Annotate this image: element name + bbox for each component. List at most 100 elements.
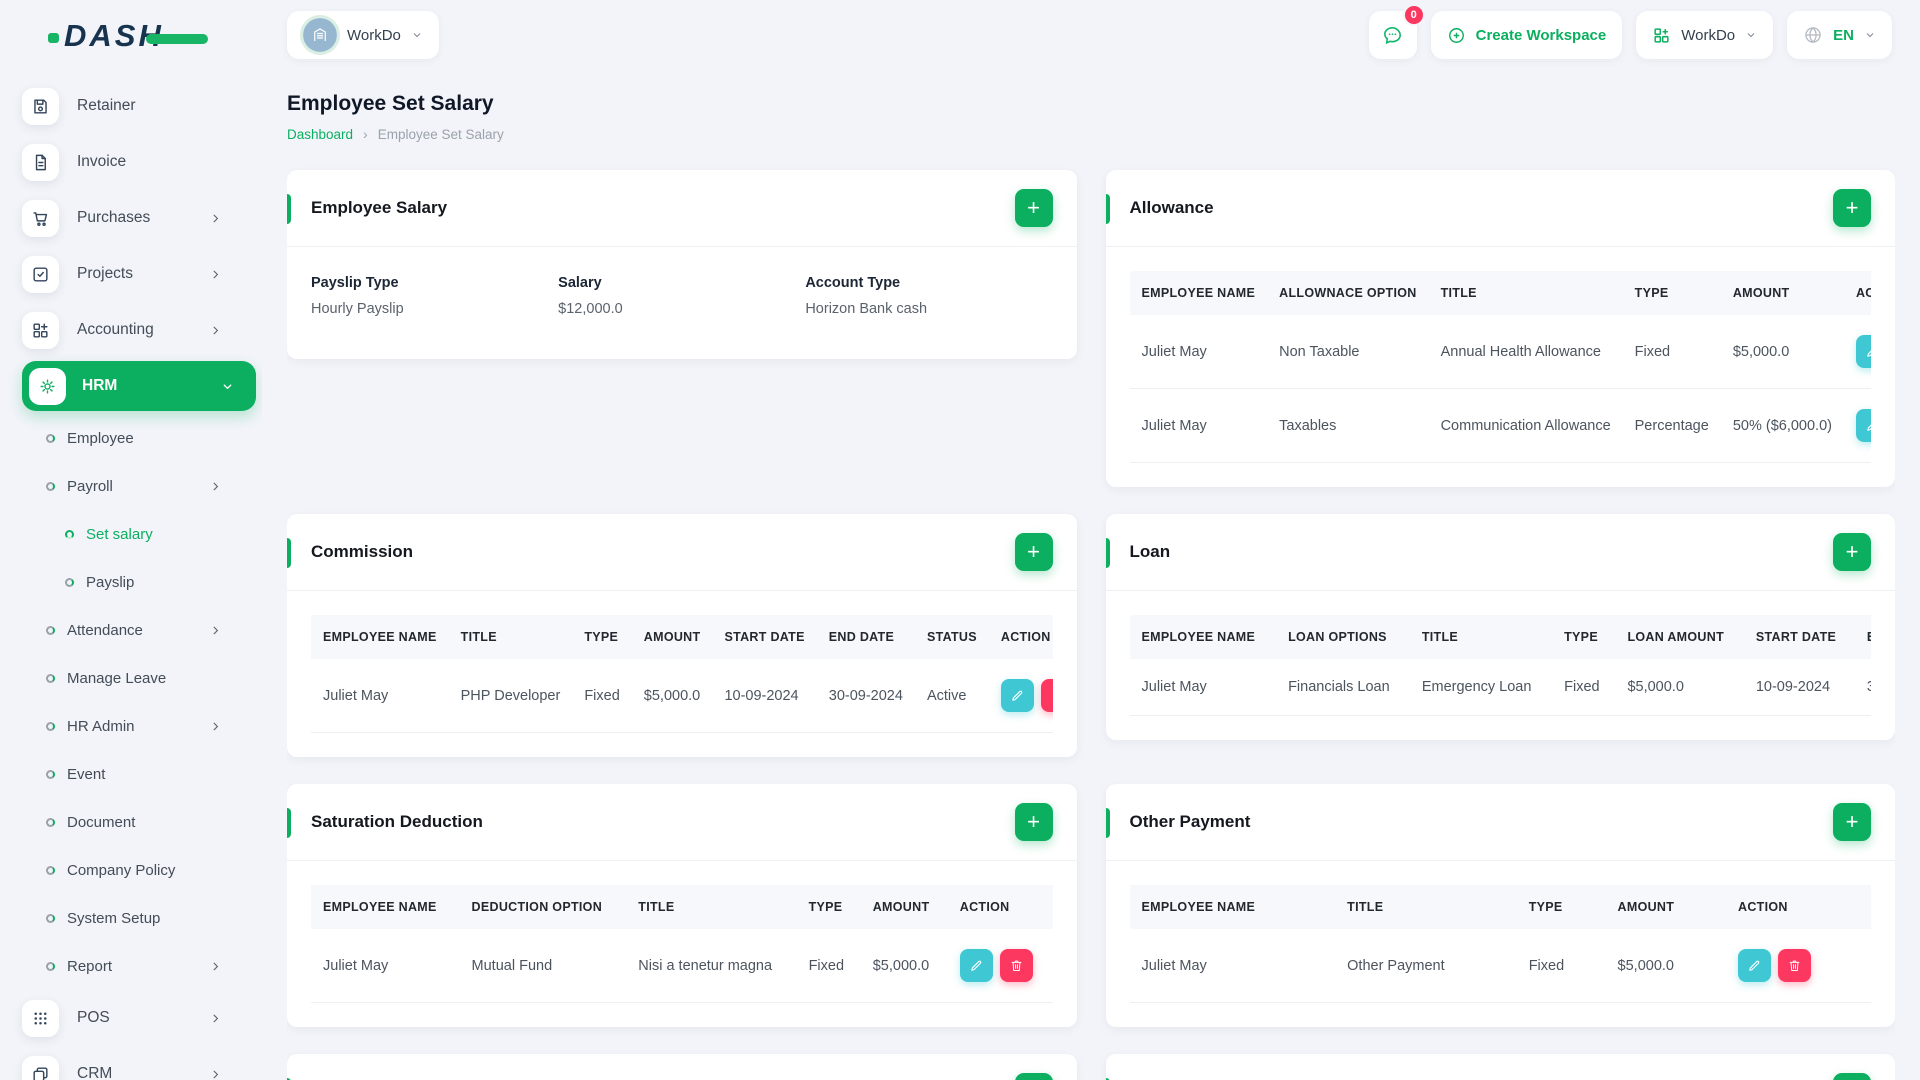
sidebar-item-projects[interactable]: Projects [22, 246, 262, 302]
card-title: Saturation Deduction [311, 812, 483, 831]
add-allowance-button[interactable]: + [1833, 189, 1871, 227]
language-label: EN [1833, 26, 1854, 44]
table-cell: Non Taxable [1267, 315, 1429, 389]
table-cell: Juliet May [1129, 315, 1268, 389]
create-workspace-label: Create Workspace [1475, 26, 1607, 44]
sidebar-item-pos[interactable]: POS [22, 990, 262, 1046]
column-header-action: Action [947, 885, 1053, 929]
sidebar-item-document[interactable]: Document [22, 798, 262, 846]
add-loan-button[interactable]: + [1833, 533, 1871, 571]
edit-button[interactable] [1855, 409, 1871, 442]
sidebar-item-purchases[interactable]: Purchases [22, 190, 262, 246]
column-header-employee-name: Employee Name [1129, 615, 1277, 659]
column-header-loan-amount: Loan Amount [1615, 615, 1744, 659]
edit-button[interactable] [1855, 335, 1871, 368]
table-cell: Communication Allowance [1428, 388, 1623, 463]
sidebar-item-employee[interactable]: Employee [22, 414, 262, 462]
field-value: Hourly Payslip [311, 301, 404, 317]
sidebar-item-payslip[interactable]: Payslip [22, 558, 262, 606]
breadcrumb-separator: › [363, 126, 368, 142]
bullet-icon [65, 529, 74, 539]
sidebar-item-attendance[interactable]: Attendance [22, 606, 262, 654]
add-employee-salary-button[interactable]: + [1014, 189, 1053, 227]
messages-count-badge: 0 [1402, 4, 1425, 26]
bullet-icon [46, 433, 55, 443]
sidebar-item-crm[interactable]: CRM [22, 1046, 262, 1080]
bullet-icon [65, 577, 74, 587]
sidebar-item-label: HRM [82, 377, 118, 394]
column-header-action: Action [1726, 885, 1871, 929]
logo-dash-accent [145, 34, 208, 44]
chev-right-icon [209, 212, 222, 225]
create-workspace-button[interactable]: Create Workspace [1430, 11, 1623, 59]
table-row: Juliet May Other Payment Fixed $5,000.0 [1129, 929, 1871, 1003]
sidebar-item-accounting[interactable]: Accounting [22, 302, 262, 358]
sidebar-item-hrm[interactable]: HRM [22, 361, 256, 411]
chev-right-icon [209, 720, 222, 733]
edit-button[interactable] [1000, 679, 1034, 712]
add-other-payment-button[interactable]: + [1833, 803, 1871, 841]
add-company-contribution-button[interactable]: + [1833, 1073, 1871, 1080]
edit-button[interactable] [1738, 949, 1772, 982]
sidebar-item-label: Set salary [86, 525, 153, 543]
sidebar-item-report[interactable]: Report [22, 942, 262, 990]
add-commission-button[interactable]: + [1014, 533, 1053, 571]
bullet-icon [46, 913, 55, 923]
add-overtime-button[interactable]: + [1014, 1073, 1053, 1080]
grid-plus-icon [31, 321, 50, 340]
brand-logo[interactable]: DASH [48, 18, 208, 54]
card-company-contribution: Company Contribution + [1105, 1054, 1895, 1080]
column-header-status: Status [914, 615, 989, 659]
sidebar-icon-box [22, 143, 59, 181]
field-account-type: Account Type Horizon Bank cash [805, 275, 1052, 317]
sidebar-item-event[interactable]: Event [22, 750, 262, 798]
table-cell: Juliet May [1129, 929, 1336, 1003]
delete-button[interactable] [1040, 679, 1053, 712]
card-allowance: Allowance + Employee Name Allownace Optio… [1105, 170, 1895, 487]
sidebar-item-invoice[interactable]: Invoice [22, 134, 262, 190]
workdo-menu-button[interactable]: WorkDo [1636, 11, 1774, 59]
sidebar-item-retainer[interactable]: Retainer [22, 78, 262, 134]
delete-button[interactable] [999, 949, 1033, 982]
sidebar-item-label: System Setup [67, 909, 161, 927]
table-cell: $5,000.0 [860, 929, 948, 1003]
table-cell: 30-09-2024 [1854, 659, 1871, 716]
check-square-icon [31, 265, 50, 284]
sidebar-item-hr-admin[interactable]: HR Admin [22, 702, 262, 750]
cart-icon [31, 209, 50, 228]
edit-button[interactable] [959, 949, 993, 982]
sidebar-icon-box [22, 311, 59, 349]
delete-button[interactable] [1778, 949, 1812, 982]
sidebar-item-label: Invoice [77, 153, 127, 170]
table-row: Juliet May Financials Loan Emergency Loan F… [1129, 659, 1871, 716]
card-title: Loan [1129, 542, 1171, 561]
sidebar-item-label: Employee [67, 429, 134, 447]
sidebar-item-system-setup[interactable]: System Setup [22, 894, 262, 942]
column-header-type: Type [1552, 615, 1616, 659]
chev-right-icon [209, 1012, 222, 1025]
card-saturation-deduction: Saturation Deduction + Employee Name Dedu… [287, 784, 1077, 1027]
card-employee-salary: Employee Salary + Payslip Type Hourly Pa… [287, 170, 1077, 359]
messages-button[interactable]: 0 [1368, 4, 1425, 59]
loan-table: Employee Name Loan Options Title Type Loan A… [1129, 615, 1871, 716]
field-label: Salary [558, 275, 602, 291]
chat-icon [1384, 26, 1402, 44]
column-header-employee-name: Employee Name [1129, 885, 1336, 929]
language-selector[interactable]: EN [1787, 11, 1892, 59]
column-header-title: Title [626, 885, 797, 929]
workspace-switcher[interactable]: WorkDo [287, 11, 439, 59]
sidebar-item-payroll[interactable]: Payroll [22, 462, 262, 510]
table-cell: 30-09-2024 [816, 659, 915, 733]
table-cell: Fixed [1552, 659, 1616, 716]
breadcrumb-dashboard-link[interactable]: Dashboard [287, 126, 354, 142]
add-saturation-deduction-button[interactable]: + [1014, 803, 1053, 841]
sidebar-item-label: Company Policy [67, 861, 176, 879]
column-header-start-date: Start Date [1743, 615, 1855, 659]
sidebar-item-label: Attendance [67, 621, 143, 639]
bullet-icon [46, 769, 55, 779]
sidebar-item-set-salary[interactable]: Set salary [22, 510, 262, 558]
table-cell: 10-09-2024 [712, 659, 817, 733]
sidebar-item-manage-leave[interactable]: Manage Leave [22, 654, 262, 702]
sidebar-item-company-policy[interactable]: Company Policy [22, 846, 262, 894]
card-other-payment: Other Payment + Employee Name Title Type Am… [1105, 784, 1895, 1027]
